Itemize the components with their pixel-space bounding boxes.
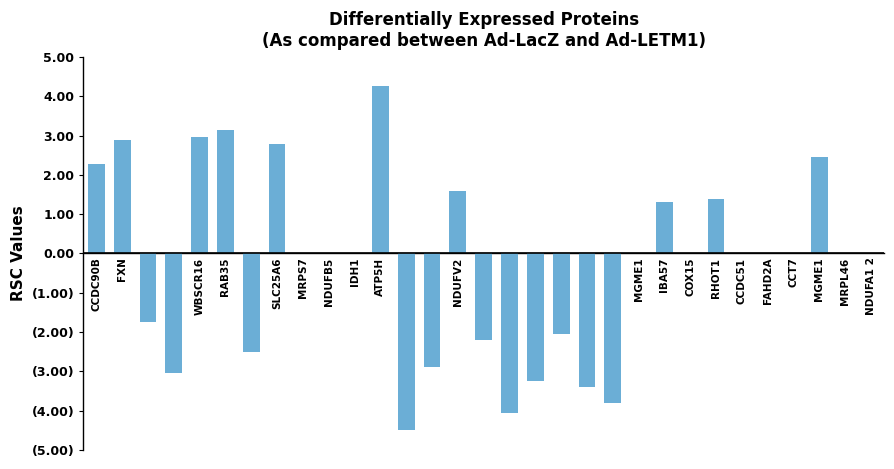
Bar [191,137,207,253]
Bar [423,253,440,367]
Bar [501,253,518,413]
Bar [114,139,131,253]
Bar [397,253,414,430]
Bar [475,253,492,340]
Bar [527,253,543,381]
Bar [165,253,182,373]
Bar [372,86,388,253]
Bar [655,203,672,253]
Title: Differentially Expressed Proteins
(As compared between Ad-LacZ and Ad-LETM1): Differentially Expressed Proteins (As co… [261,11,704,50]
Bar [552,253,569,334]
Bar [242,253,259,352]
Bar [810,157,827,253]
Bar [603,253,620,403]
Bar [707,199,723,253]
Bar [217,130,233,253]
Bar [268,144,285,253]
Bar [578,253,595,387]
Bar [88,164,105,253]
Y-axis label: RSC Values: RSC Values [11,205,26,301]
Bar [449,190,466,253]
Bar [139,253,156,322]
